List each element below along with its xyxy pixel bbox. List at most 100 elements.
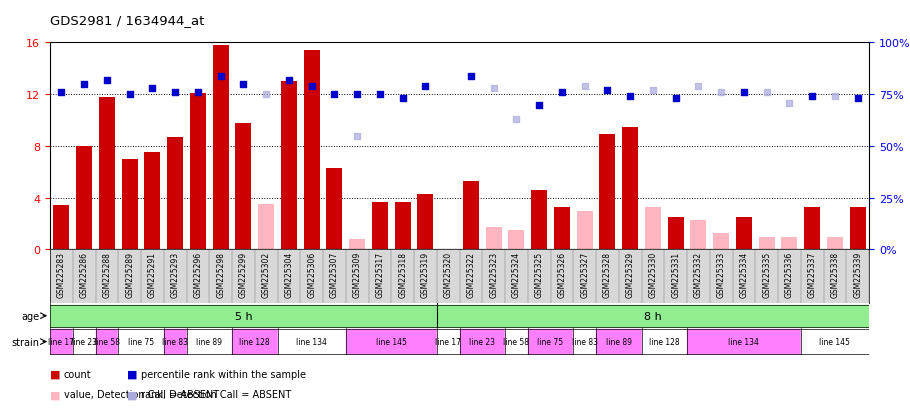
Bar bbox=[346, 250, 369, 304]
Text: GSM225328: GSM225328 bbox=[603, 252, 612, 297]
Bar bbox=[460, 330, 505, 354]
Text: GSM225319: GSM225319 bbox=[421, 252, 430, 297]
Point bbox=[237, 81, 251, 88]
Bar bbox=[827, 237, 843, 250]
Bar bbox=[300, 250, 323, 304]
Point bbox=[259, 92, 274, 98]
Text: GSM225323: GSM225323 bbox=[490, 252, 498, 297]
Point bbox=[510, 116, 524, 123]
Text: value, Detection Call = ABSENT: value, Detection Call = ABSENT bbox=[64, 389, 218, 399]
Point bbox=[828, 94, 843, 100]
Bar bbox=[755, 250, 778, 304]
Point bbox=[76, 81, 91, 88]
Text: line 89: line 89 bbox=[197, 337, 222, 346]
Bar bbox=[596, 330, 642, 354]
Point bbox=[646, 88, 661, 94]
Text: GSM225288: GSM225288 bbox=[103, 252, 111, 297]
Bar bbox=[505, 330, 528, 354]
Bar bbox=[482, 250, 505, 304]
Text: ■: ■ bbox=[50, 389, 61, 399]
Bar bbox=[145, 153, 160, 250]
Text: line 17: line 17 bbox=[48, 337, 75, 346]
Point bbox=[282, 77, 297, 84]
Bar bbox=[846, 250, 869, 304]
Bar bbox=[505, 250, 528, 304]
Text: line 58: line 58 bbox=[503, 337, 530, 346]
Text: line 75: line 75 bbox=[538, 337, 563, 346]
Bar bbox=[645, 207, 661, 250]
Text: strain: strain bbox=[12, 337, 39, 347]
Bar bbox=[687, 330, 801, 354]
Bar bbox=[804, 207, 820, 250]
Text: line 75: line 75 bbox=[128, 337, 154, 346]
Bar bbox=[596, 250, 619, 304]
Bar bbox=[668, 218, 683, 250]
Bar bbox=[50, 305, 437, 327]
Point bbox=[350, 92, 365, 98]
Text: GSM225330: GSM225330 bbox=[649, 252, 657, 298]
Bar bbox=[577, 211, 592, 250]
Bar bbox=[759, 237, 774, 250]
Point bbox=[328, 92, 342, 98]
Bar bbox=[801, 250, 824, 304]
Bar bbox=[642, 330, 687, 354]
Bar bbox=[691, 220, 706, 250]
Text: GSM225296: GSM225296 bbox=[194, 252, 202, 297]
Text: GSM225335: GSM225335 bbox=[763, 252, 771, 298]
Point bbox=[191, 90, 206, 96]
Point bbox=[737, 90, 752, 96]
Bar bbox=[304, 51, 319, 250]
Text: GSM225332: GSM225332 bbox=[694, 252, 703, 297]
Text: GSM225317: GSM225317 bbox=[376, 252, 384, 297]
Bar bbox=[369, 250, 391, 304]
Bar bbox=[190, 94, 206, 250]
Bar bbox=[418, 195, 433, 250]
Point bbox=[419, 83, 433, 90]
Bar bbox=[733, 250, 755, 304]
Point bbox=[54, 90, 68, 96]
Bar bbox=[118, 250, 141, 304]
Bar bbox=[278, 330, 346, 354]
Bar bbox=[573, 330, 596, 354]
Point bbox=[464, 73, 479, 80]
Bar bbox=[687, 250, 710, 304]
Point bbox=[304, 83, 319, 90]
Bar bbox=[258, 205, 274, 250]
Text: line 145: line 145 bbox=[820, 337, 850, 346]
Text: GSM225309: GSM225309 bbox=[353, 252, 361, 298]
Text: GSM225337: GSM225337 bbox=[808, 252, 816, 298]
Bar bbox=[232, 250, 255, 304]
Bar bbox=[437, 250, 460, 304]
Text: 5 h: 5 h bbox=[235, 311, 252, 321]
Text: GSM225336: GSM225336 bbox=[785, 252, 794, 298]
Bar bbox=[778, 250, 801, 304]
Text: GSM225331: GSM225331 bbox=[672, 252, 680, 297]
Text: GSM225298: GSM225298 bbox=[217, 252, 225, 297]
Text: line 83: line 83 bbox=[162, 337, 188, 346]
Bar bbox=[463, 181, 479, 250]
Text: GSM225338: GSM225338 bbox=[831, 252, 839, 297]
Bar bbox=[713, 233, 729, 250]
Text: GSM225333: GSM225333 bbox=[717, 252, 725, 298]
Bar bbox=[600, 135, 615, 250]
Text: rank, Detection Call = ABSENT: rank, Detection Call = ABSENT bbox=[141, 389, 291, 399]
Bar bbox=[573, 250, 596, 304]
Point bbox=[759, 90, 774, 96]
Text: line 23: line 23 bbox=[470, 337, 495, 346]
Text: line 128: line 128 bbox=[649, 337, 680, 346]
Bar bbox=[141, 250, 164, 304]
Point bbox=[487, 85, 501, 92]
Bar bbox=[664, 250, 687, 304]
Bar bbox=[167, 138, 183, 250]
Bar bbox=[76, 147, 92, 250]
Text: GSM225289: GSM225289 bbox=[126, 252, 134, 297]
Point bbox=[555, 90, 570, 96]
Text: GSM225334: GSM225334 bbox=[740, 252, 748, 298]
Text: GSM225304: GSM225304 bbox=[285, 252, 293, 298]
Point bbox=[373, 92, 388, 98]
Bar bbox=[327, 169, 342, 250]
Bar bbox=[372, 202, 388, 250]
Bar bbox=[164, 330, 187, 354]
Text: GSM225307: GSM225307 bbox=[330, 252, 339, 298]
Point bbox=[623, 94, 638, 100]
